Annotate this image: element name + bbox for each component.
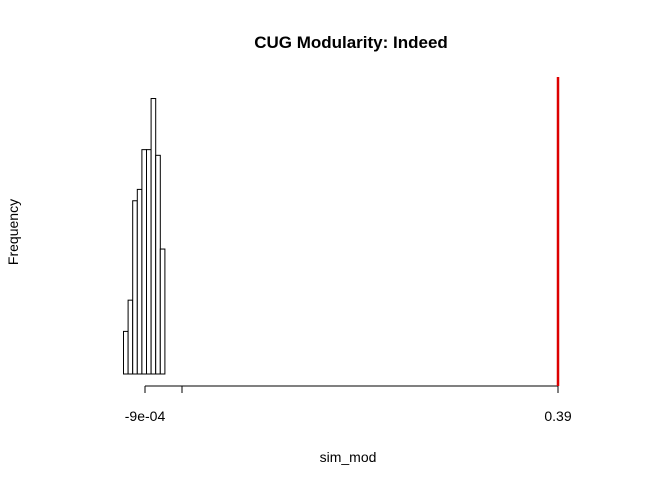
histogram-bar-4: [136, 188, 143, 375]
histogram-bar-3: [132, 200, 138, 375]
histogram-bar-5: [141, 149, 147, 375]
y-axis-label: Frequency: [5, 199, 21, 265]
histogram-bar-9: [159, 248, 166, 375]
histogram-bar-2: [127, 299, 134, 375]
histogram-bar-8: [155, 154, 161, 375]
histogram-bar-1: [123, 330, 129, 375]
chart-title: CUG Modularity: Indeed: [254, 33, 448, 52]
histogram-bar-7: [150, 98, 157, 375]
histogram-bars: [123, 98, 166, 375]
histogram-bar-6: [146, 149, 152, 375]
x-tick-label-min: -9e-04: [125, 408, 166, 424]
x-tick-label-max: 0.39: [544, 408, 571, 424]
x-axis-label: sim_mod: [320, 449, 377, 465]
